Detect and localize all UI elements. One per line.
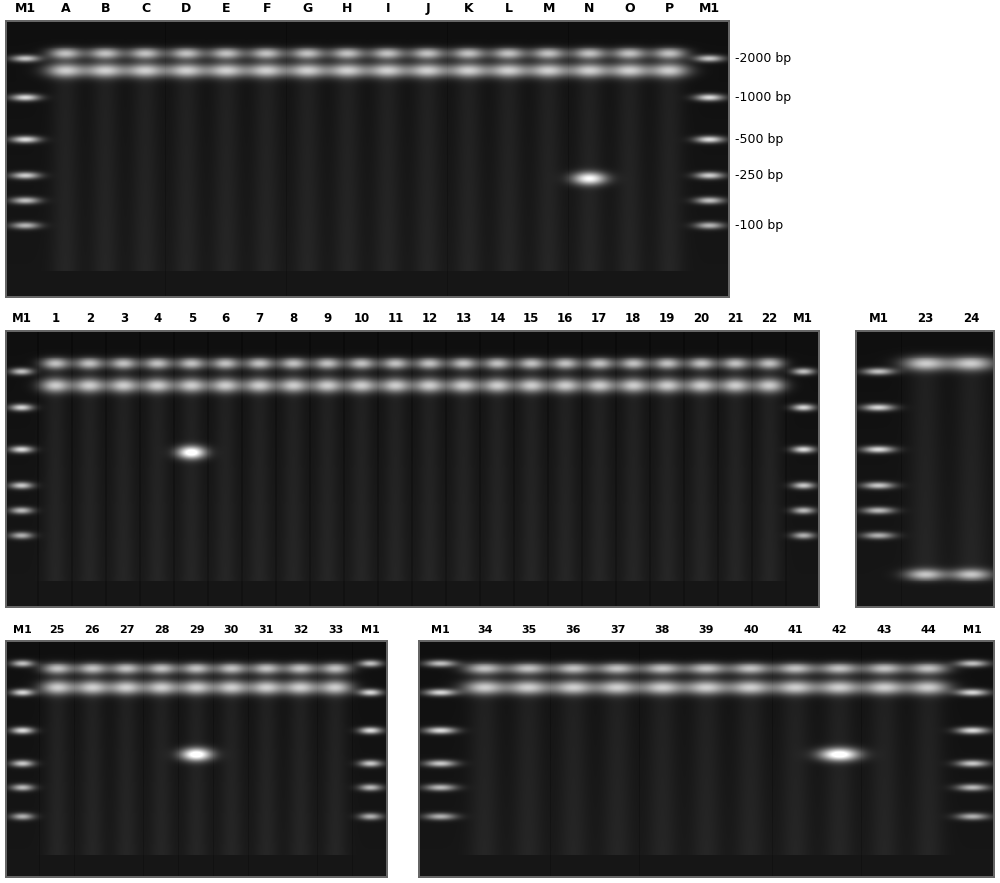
- Text: M1: M1: [793, 312, 813, 325]
- Text: M1: M1: [868, 312, 888, 325]
- Text: 20: 20: [693, 312, 709, 325]
- Text: -250 bp: -250 bp: [735, 170, 783, 182]
- Text: F: F: [263, 2, 271, 15]
- Text: I: I: [385, 2, 390, 15]
- Text: M1: M1: [963, 625, 982, 635]
- Text: 22: 22: [761, 312, 777, 325]
- Text: 37: 37: [610, 625, 625, 635]
- Text: 13: 13: [455, 312, 472, 325]
- Text: C: C: [141, 2, 151, 15]
- Text: L: L: [504, 2, 512, 15]
- Text: M1: M1: [431, 625, 450, 635]
- Text: P: P: [665, 2, 674, 15]
- Text: 11: 11: [387, 312, 404, 325]
- Text: M1: M1: [699, 2, 720, 15]
- Text: 40: 40: [743, 625, 759, 635]
- Text: 41: 41: [787, 625, 803, 635]
- Text: 27: 27: [119, 625, 135, 635]
- Text: 24: 24: [963, 312, 980, 325]
- Text: 1: 1: [52, 312, 60, 325]
- Text: 4: 4: [154, 312, 162, 325]
- Text: H: H: [342, 2, 353, 15]
- Text: 10: 10: [353, 312, 370, 325]
- Text: 23: 23: [917, 312, 933, 325]
- Text: 42: 42: [832, 625, 847, 635]
- Text: 26: 26: [84, 625, 100, 635]
- Text: 7: 7: [256, 312, 264, 325]
- Text: G: G: [302, 2, 312, 15]
- Text: 28: 28: [154, 625, 169, 635]
- Text: 14: 14: [489, 312, 506, 325]
- Text: K: K: [463, 2, 473, 15]
- Text: 6: 6: [222, 312, 230, 325]
- Text: -2000 bp: -2000 bp: [735, 52, 791, 65]
- Text: 31: 31: [258, 625, 274, 635]
- Text: 21: 21: [727, 312, 743, 325]
- Text: D: D: [181, 2, 191, 15]
- Text: E: E: [222, 2, 231, 15]
- Text: 25: 25: [50, 625, 65, 635]
- Text: M1: M1: [12, 312, 32, 325]
- Text: 3: 3: [120, 312, 128, 325]
- Text: -100 bp: -100 bp: [735, 219, 783, 232]
- Text: 30: 30: [224, 625, 239, 635]
- Text: 29: 29: [189, 625, 204, 635]
- Text: -1000 bp: -1000 bp: [735, 91, 791, 104]
- Text: 33: 33: [328, 625, 343, 635]
- Text: B: B: [101, 2, 110, 15]
- Text: 34: 34: [477, 625, 492, 635]
- Text: M1: M1: [361, 625, 380, 635]
- Text: 19: 19: [659, 312, 675, 325]
- Text: 18: 18: [625, 312, 641, 325]
- Text: 9: 9: [323, 312, 332, 325]
- Text: M1: M1: [15, 2, 36, 15]
- Text: M1: M1: [13, 625, 32, 635]
- Text: -500 bp: -500 bp: [735, 133, 783, 146]
- Text: 38: 38: [654, 625, 670, 635]
- Text: 5: 5: [188, 312, 196, 325]
- Text: M: M: [543, 2, 555, 15]
- Text: 36: 36: [566, 625, 581, 635]
- Text: 16: 16: [557, 312, 574, 325]
- Text: 44: 44: [921, 625, 936, 635]
- Text: 35: 35: [521, 625, 537, 635]
- Text: 2: 2: [86, 312, 94, 325]
- Text: 32: 32: [293, 625, 309, 635]
- Text: O: O: [624, 2, 635, 15]
- Text: 15: 15: [523, 312, 540, 325]
- Text: N: N: [584, 2, 594, 15]
- Text: 12: 12: [421, 312, 438, 325]
- Text: 39: 39: [699, 625, 714, 635]
- Text: 17: 17: [591, 312, 607, 325]
- Text: J: J: [426, 2, 430, 15]
- Text: 8: 8: [290, 312, 298, 325]
- Text: A: A: [61, 2, 70, 15]
- Text: 43: 43: [876, 625, 892, 635]
